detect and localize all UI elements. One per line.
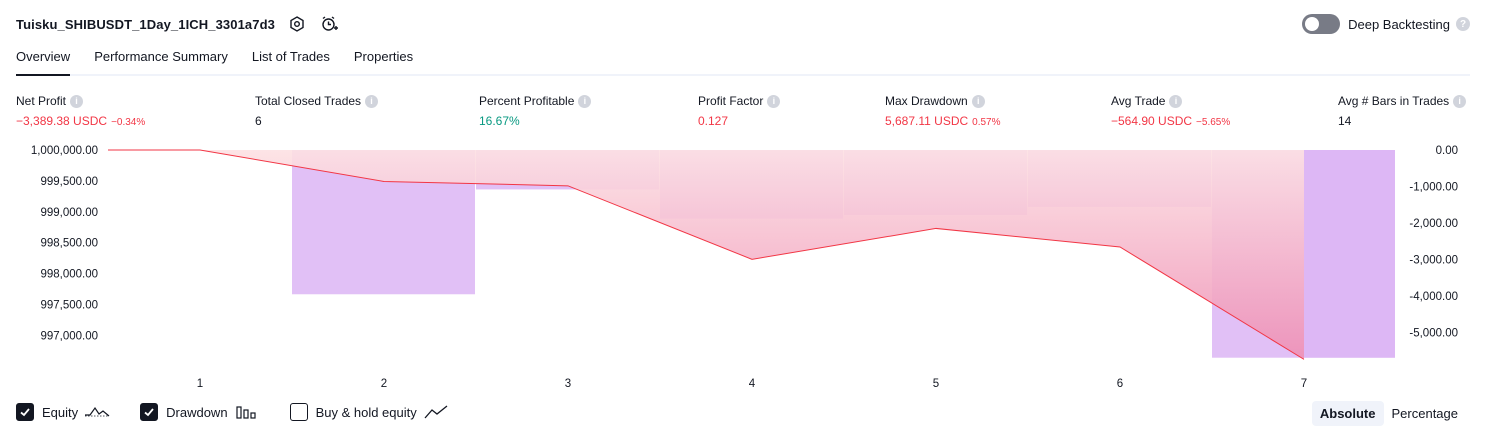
deep-backtesting-toggle[interactable] — [1302, 14, 1341, 34]
tab-list-of-trades[interactable]: List of Trades — [251, 49, 330, 64]
deep-backtesting-label: Deep Backtesting — [1348, 16, 1450, 32]
left-tick-label: 998,000.00 — [40, 269, 98, 281]
metric-percent-profitable: Percent Profitable i 16.67% — [479, 94, 592, 128]
mode-absolute[interactable]: Absolute — [1311, 401, 1384, 426]
metric-label: Profit Factor — [698, 94, 764, 108]
deep-backtesting: Deep Backtesting ? — [1302, 12, 1470, 36]
metric-label: Net Profit — [16, 94, 67, 108]
left-tick-label: 999,500.00 — [40, 176, 98, 188]
x-tick-label: 2 — [381, 378, 387, 390]
metric-label: Total Closed Trades — [255, 94, 362, 108]
equity-checkbox[interactable] — [16, 403, 34, 421]
metric-net-profit: Net Profit i −3,389.38 USDC −0.34% — [16, 94, 145, 128]
left-tick-label: 997,000.00 — [40, 330, 98, 342]
info-icon[interactable]: i — [578, 94, 592, 108]
tab-properties[interactable]: Properties — [353, 49, 414, 64]
report-tabs: Overview Performance Summary List of Tra… — [16, 46, 1470, 76]
metric-percent: −5.65% — [1196, 117, 1231, 128]
legend-label: Drawdown — [166, 404, 228, 420]
left-axis: 1,000,000.00 999,500.00 999,000.00 998,500.… — [31, 145, 98, 342]
tab-performance-summary[interactable]: Performance Summary — [94, 49, 228, 64]
left-tick-label: 1,000,000.00 — [31, 145, 98, 157]
buy-hold-checkbox[interactable] — [289, 403, 308, 421]
info-icon[interactable]: i — [1169, 94, 1183, 108]
legend-buy-hold[interactable]: Buy & hold equity — [289, 403, 449, 421]
equity-drawdown-chart: 1,000,000.00 999,500.00 999,000.00 998,500.… — [31, 145, 1458, 390]
strategy-title: Tuisku_SHIBUSDT_1Day_1ICH_3301a7d3 — [16, 16, 275, 32]
report-header: Tuisku_SHIBUSDT_1Day_1ICH_3301a7d3 — [16, 12, 339, 36]
metric-total-closed-trades: Total Closed Trades i 6 — [255, 94, 379, 128]
x-tick-label: 5 — [933, 378, 939, 390]
drawdown-checkbox[interactable] — [140, 403, 159, 421]
metric-avg-bars: Avg # Bars in Trades i 14 — [1338, 94, 1467, 128]
x-axis: 1 2 3 4 5 6 7 — [197, 378, 1307, 390]
toggle-knob — [1305, 17, 1320, 31]
info-icon[interactable]: i — [1453, 94, 1467, 108]
metric-value: −564.90 USDC — [1111, 114, 1193, 128]
legend-equity[interactable]: Equity — [16, 403, 110, 421]
right-tick-label: -4,000.00 — [1409, 291, 1458, 303]
metric-max-drawdown: Max Drawdown i 5,687.11 USDC 0.57% — [885, 94, 1001, 128]
value-mode-switch: Absolute Percentage — [1311, 401, 1466, 426]
metric-avg-trade: Avg Trade i −564.90 USDC −5.65% — [1111, 94, 1230, 128]
metric-value: 5,687.11 USDC — [885, 114, 969, 128]
metric-label: Avg # Bars in Trades — [1338, 94, 1450, 108]
x-tick-label: 6 — [1117, 378, 1123, 390]
x-tick-label: 3 — [565, 378, 571, 390]
right-tick-label: -5,000.00 — [1409, 328, 1458, 340]
right-tick-label: -2,000.00 — [1409, 218, 1458, 230]
info-icon[interactable]: i — [767, 94, 781, 108]
metric-label: Max Drawdown — [885, 94, 968, 108]
equity-area — [108, 150, 1304, 360]
add-alert-clock-icon[interactable] — [319, 14, 339, 34]
legend-label: Buy & hold equity — [315, 404, 417, 420]
right-tick-label: -3,000.00 — [1409, 255, 1458, 267]
info-icon[interactable]: i — [365, 94, 379, 108]
equity-fill — [108, 150, 1304, 360]
mode-percentage[interactable]: Percentage — [1391, 406, 1459, 421]
legend-label: Equity — [42, 404, 79, 420]
x-tick-label: 7 — [1301, 378, 1307, 390]
legend-drawdown[interactable]: Drawdown — [140, 403, 259, 421]
x-tick-label: 1 — [197, 378, 203, 390]
metric-percent: 0.57% — [972, 117, 1001, 128]
drawdown-bar — [1304, 150, 1395, 358]
info-icon[interactable]: i — [70, 94, 84, 108]
equity-line — [108, 149, 1305, 360]
metric-label: Percent Profitable — [479, 94, 575, 108]
right-tick-label: -1,000.00 — [1409, 182, 1458, 194]
metric-label: Avg Trade — [1111, 94, 1166, 108]
settings-gear-icon[interactable] — [287, 14, 307, 34]
info-icon[interactable]: i — [971, 94, 985, 108]
equity-series — [108, 149, 1305, 360]
right-axis: 0.00 -1,000.00 -2,000.00 -3,000.00 -4,000.00… — [1409, 145, 1458, 340]
metric-profit-factor: Profit Factor i 0.127 — [698, 94, 781, 128]
left-tick-label: 999,000.00 — [40, 207, 98, 219]
chart-legend: Equity Drawdown Buy & hold equity — [16, 403, 479, 421]
metric-value: 14 — [1338, 114, 1352, 128]
equity-wave-icon — [85, 406, 110, 417]
left-tick-label: 998,500.00 — [40, 238, 98, 250]
buyhold-line-icon — [424, 405, 448, 419]
metric-value: 0.127 — [698, 114, 729, 128]
metric-percent: −0.34% — [111, 117, 146, 128]
drawdown-bars-icon — [235, 406, 256, 419]
metric-value: −3,389.38 USDC — [16, 114, 108, 128]
metric-value: 6 — [255, 114, 262, 128]
right-tick-label: 0.00 — [1436, 145, 1458, 157]
metric-value: 16.67% — [479, 114, 520, 128]
x-tick-label: 4 — [749, 378, 756, 390]
left-tick-label: 997,500.00 — [40, 299, 98, 311]
help-question-icon[interactable]: ? — [1456, 17, 1470, 31]
tab-overview[interactable]: Overview — [16, 46, 71, 76]
